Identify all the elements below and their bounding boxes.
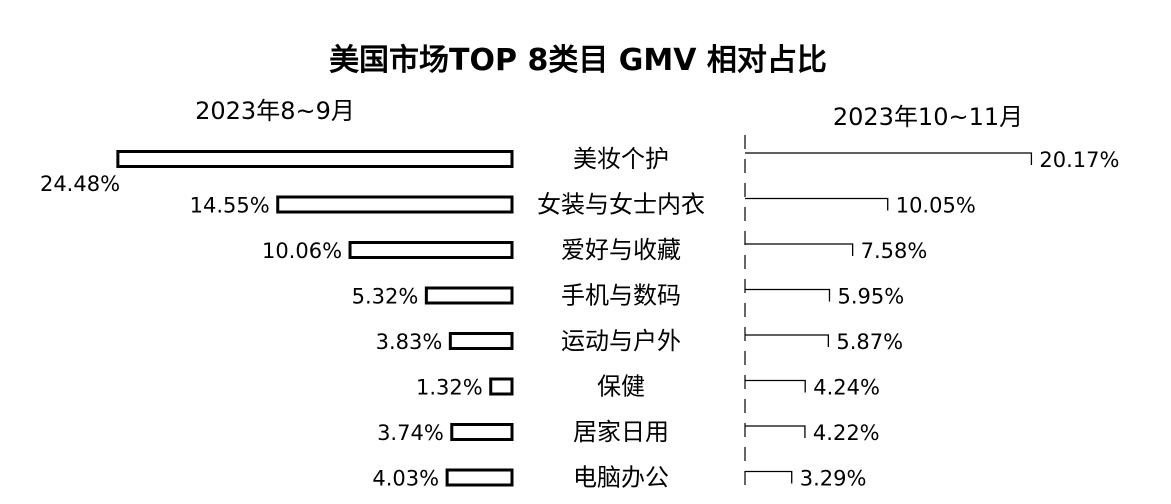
left-value-label: 3.74%	[377, 421, 444, 445]
left-bar	[276, 195, 514, 214]
right-value-label: 5.95%	[837, 285, 904, 309]
right-value-label: 7.58%	[861, 239, 928, 263]
left-bar	[450, 423, 514, 441]
right-value-label: 4.24%	[813, 376, 880, 400]
right-bar	[745, 425, 806, 438]
right-bar	[745, 243, 854, 256]
category-label: 手机与数码	[561, 282, 681, 310]
category-label: 美妆个护	[573, 145, 669, 173]
left-value-label: 10.06%	[262, 239, 342, 263]
left-series-label: 2023年8~9月	[195, 97, 355, 125]
category-label: 爱好与收藏	[561, 236, 681, 264]
right-bar	[745, 152, 1033, 165]
category-label: 电脑办公	[573, 464, 669, 492]
right-bar	[745, 288, 831, 302]
category-label: 运动与户外	[561, 327, 681, 355]
left-bar	[348, 241, 514, 259]
right-bar	[745, 470, 793, 484]
category-label: 保健	[597, 373, 645, 401]
left-bar	[424, 286, 514, 305]
left-value-label: 14.55%	[190, 194, 270, 218]
left-value-label: 1.32%	[416, 376, 483, 400]
chart-title: 美国市场TOP 8类目 GMV 相对占比	[329, 43, 827, 78]
left-bar	[445, 468, 514, 487]
left-value-label: 5.32%	[352, 285, 419, 309]
category-label: 女装与女士内衣	[537, 191, 705, 219]
right-series-label: 2023年10~11月	[833, 103, 1023, 131]
right-value-label: 20.17%	[1039, 148, 1119, 172]
left-bar	[489, 377, 514, 396]
right-bar	[745, 334, 830, 347]
left-value-label: 3.83%	[376, 330, 443, 354]
chart-marks: 美妆个护 24.48% 20.17% 女装与女士内衣 14.55% 10.05% 爱好与收藏…	[40, 135, 1119, 492]
right-value-label: 3.29%	[800, 467, 867, 491]
right-bar	[745, 379, 806, 393]
left-value-label: 4.03%	[372, 467, 439, 491]
right-value-label: 5.87%	[836, 330, 903, 354]
right-value-label: 10.05%	[896, 194, 976, 218]
right-bar	[745, 197, 889, 211]
category-label: 居家日用	[573, 418, 669, 446]
left-bar	[116, 150, 514, 168]
right-value-label: 4.22%	[813, 421, 880, 445]
left-bar	[448, 332, 514, 350]
left-value-label: 24.48%	[40, 172, 120, 196]
